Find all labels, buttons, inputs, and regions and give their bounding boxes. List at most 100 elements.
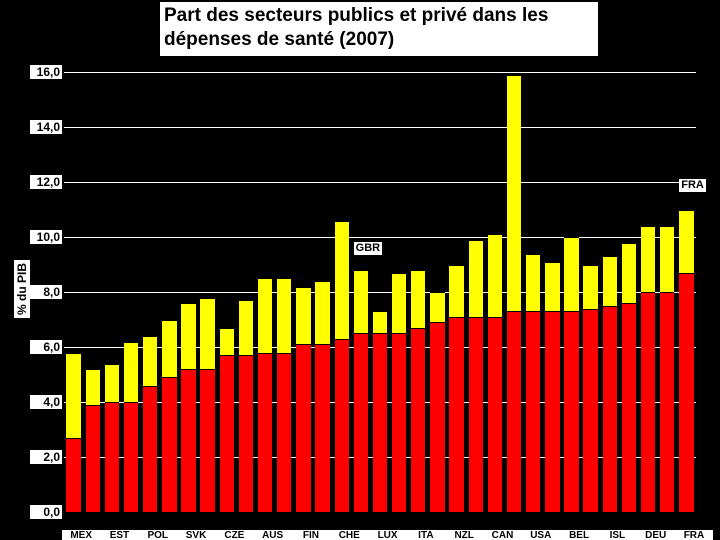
x-tick-label: SVK — [177, 530, 215, 540]
bar-public — [181, 369, 195, 512]
bar-public — [545, 311, 559, 512]
bar-public — [162, 377, 176, 512]
bar-group — [564, 237, 578, 512]
bar-public — [583, 309, 597, 513]
bar-group — [86, 369, 100, 512]
bar-prive — [239, 300, 253, 355]
x-tick-label: DEU — [637, 530, 675, 540]
bar-public — [66, 438, 80, 512]
bar-public — [143, 386, 157, 513]
x-tick-label: FIN — [292, 530, 330, 540]
y-tick-label: 16,0 — [30, 65, 62, 79]
bar-prive — [469, 240, 483, 317]
bar-prive — [162, 320, 176, 378]
bar-prive — [143, 336, 157, 386]
gridline — [64, 237, 696, 238]
x-tick-label: MEX — [62, 530, 100, 540]
bar-group — [430, 292, 444, 512]
bar-public — [641, 292, 655, 512]
bar-public — [603, 306, 617, 512]
bar-group — [392, 273, 406, 512]
bar-prive — [335, 221, 349, 339]
bar-group — [200, 298, 214, 513]
bar-group — [315, 281, 329, 512]
bar-public — [200, 369, 214, 512]
chart-title: Part des secteurs publics et privé dans … — [160, 2, 598, 56]
bar-group — [411, 270, 425, 512]
x-tick-label: AUS — [254, 530, 292, 540]
bar-group — [354, 270, 368, 512]
bar-prive — [105, 364, 119, 403]
bar-group — [220, 328, 234, 512]
bar-group — [679, 210, 693, 513]
bar-prive — [124, 342, 138, 403]
bar-prive — [392, 273, 406, 334]
bar-group — [124, 342, 138, 513]
chart-root: Part des secteurs publics et privé dans … — [0, 0, 720, 540]
gridline — [64, 182, 696, 183]
bar-public — [258, 353, 272, 513]
x-tick-label: NZL — [445, 530, 483, 540]
bar-prive — [430, 292, 444, 322]
bar-group — [545, 262, 559, 512]
bar-public — [564, 311, 578, 512]
bar-prive — [258, 278, 272, 352]
bar-public — [679, 273, 693, 512]
bar-public — [392, 333, 406, 512]
y-tick-label: 6,0 — [30, 340, 62, 354]
bar-prive — [86, 369, 100, 405]
bar-public — [488, 317, 502, 512]
bar-public — [296, 344, 310, 512]
bar-group — [469, 240, 483, 512]
y-tick-label: 4,0 — [30, 395, 62, 409]
gridline — [64, 292, 696, 293]
x-tick-label: LUX — [368, 530, 406, 540]
bar-prive — [641, 226, 655, 292]
bar-public — [507, 311, 521, 512]
bar-prive — [564, 237, 578, 311]
x-tick-label: ITA — [407, 530, 445, 540]
bar-public — [660, 292, 674, 512]
bar-public — [526, 311, 540, 512]
x-tick-label: CAN — [483, 530, 521, 540]
y-tick-label: 0,0 — [30, 505, 62, 519]
bar-group — [660, 226, 674, 512]
bar-prive — [296, 287, 310, 345]
bar-group — [622, 243, 636, 513]
bar-prive — [315, 281, 329, 344]
bar-group — [526, 254, 540, 513]
x-tick-label: EST — [100, 530, 138, 540]
bar-prive — [66, 353, 80, 438]
bar-public — [86, 405, 100, 512]
bar-group — [488, 234, 502, 512]
bar-prive — [622, 243, 636, 304]
x-tick-label: FRA — [675, 530, 713, 540]
y-tick-label: 12,0 — [30, 175, 62, 189]
bar-public — [315, 344, 329, 512]
bar-group — [603, 256, 617, 512]
bar-public — [373, 333, 387, 512]
annotation-label: GBR — [354, 242, 382, 255]
bar-prive — [220, 328, 234, 356]
bar-public — [105, 402, 119, 512]
bar-public — [124, 402, 138, 512]
x-tick-label: USA — [522, 530, 560, 540]
bar-prive — [373, 311, 387, 333]
bar-group — [66, 353, 80, 513]
bar-group — [335, 221, 349, 513]
y-tick-label: 10,0 — [30, 230, 62, 244]
bar-public — [277, 353, 291, 513]
x-tick-label: CHE — [330, 530, 368, 540]
bar-prive — [507, 75, 521, 312]
bar-public — [622, 303, 636, 512]
bar-public — [469, 317, 483, 512]
bar-group — [105, 364, 119, 513]
y-tick-label: 8,0 — [30, 285, 62, 299]
bar-public — [239, 355, 253, 512]
bar-prive — [488, 234, 502, 317]
bar-group — [583, 265, 597, 513]
bar-public — [430, 322, 444, 512]
bar-prive — [660, 226, 674, 292]
x-tick-label: ISL — [598, 530, 636, 540]
y-tick-label: 14,0 — [30, 120, 62, 134]
